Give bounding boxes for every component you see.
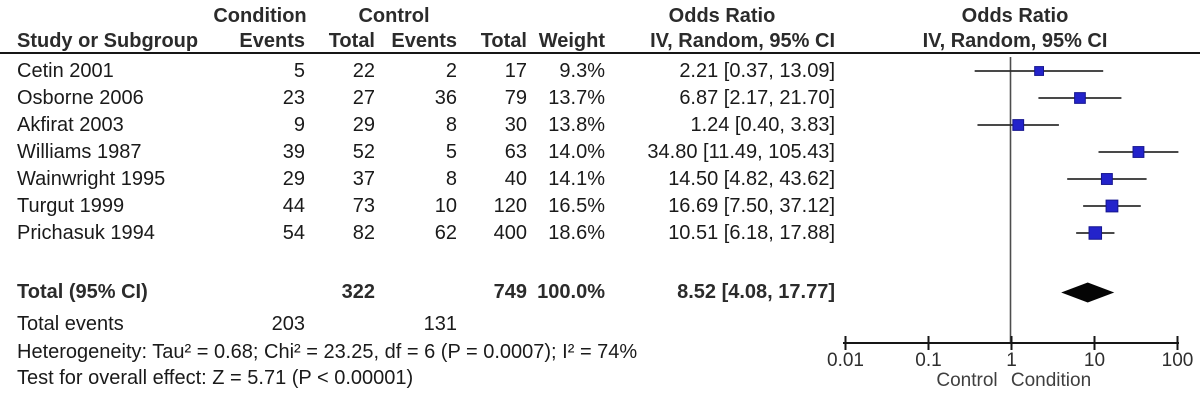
study-name: Prichasuk 1994 (17, 222, 155, 244)
favours-control-label: Control (936, 370, 998, 391)
total-control-total: 749 (493, 281, 527, 303)
control-events-value: 62 (434, 222, 457, 244)
odds-ratio-column-header: Odds Ratio (668, 5, 776, 27)
weight-value: 14.1% (548, 168, 605, 190)
condition-total-value: 37 (352, 168, 375, 190)
axis-tick-label: 0.1 (915, 350, 942, 371)
effect-square (1132, 146, 1145, 158)
condition-total-value: 73 (352, 195, 375, 217)
weight-header: Weight (538, 30, 605, 52)
condition-events-value: 44 (282, 195, 305, 217)
condition-total-value: 22 (352, 60, 375, 82)
condition-events-value: 23 (282, 87, 305, 109)
effect-square (1105, 199, 1119, 213)
study-name: Akfirat 2003 (17, 114, 124, 136)
control-events-value: 36 (434, 87, 457, 109)
odds-ratio-plot-header: Odds Ratio (961, 5, 1069, 27)
condition-events-value: 54 (282, 222, 305, 244)
study-name: Williams 1987 (17, 141, 142, 163)
condition-events-header: Events (239, 30, 305, 52)
control-total-value: 63 (504, 141, 527, 163)
axis-tick-label: 100 (1161, 350, 1194, 371)
summary-diamond (1061, 282, 1115, 303)
effect-square (1088, 226, 1103, 240)
control-total-value: 400 (493, 222, 527, 244)
study-column-header: Study or Subgroup (17, 30, 199, 52)
weight-value: 14.0% (548, 141, 605, 163)
weight-value: 9.3% (559, 60, 605, 82)
total-events-control: 131 (423, 313, 457, 335)
or-ci-value: 16.69 [7.50, 37.12] (668, 195, 835, 217)
condition-total-header: Total (328, 30, 375, 52)
weight-value: 13.7% (548, 87, 605, 109)
condition-total-value: 27 (352, 87, 375, 109)
control-events-value: 10 (434, 195, 457, 217)
condition-total-value: 82 (352, 222, 375, 244)
axis-tick-label: 0.01 (827, 350, 864, 371)
effect-square (1100, 173, 1113, 185)
weight-value: 13.8% (548, 114, 605, 136)
control-total-value: 17 (504, 60, 527, 82)
study-name: Osborne 2006 (17, 87, 144, 109)
header-divider (0, 52, 1200, 54)
or-ci-value: 34.80 [11.49, 105.43] (647, 141, 835, 163)
control-total-header: Total (480, 30, 527, 52)
axis-tick-label: 10 (1083, 350, 1106, 371)
or-ci-column-subheader: IV, Random, 95% CI (650, 30, 835, 52)
or-ci-value: 2.21 [0.37, 13.09] (679, 60, 835, 82)
condition-group-header: Condition (213, 5, 307, 27)
axis-tick-label: 1 (1006, 350, 1017, 371)
overall-effect-stats: Test for overall effect: Z = 5.71 (P < 0… (17, 367, 414, 389)
condition-events-value: 9 (293, 114, 305, 136)
weight-value: 16.5% (548, 195, 605, 217)
study-name: Turgut 1999 (17, 195, 125, 217)
study-name: Wainwright 1995 (17, 168, 166, 190)
control-events-value: 8 (445, 114, 457, 136)
or-ci-value: 1.24 [0.40, 3.83] (690, 114, 835, 136)
control-total-value: 79 (504, 87, 527, 109)
control-total-value: 120 (493, 195, 527, 217)
weight-value: 18.6% (548, 222, 605, 244)
or-ci-value: 10.51 [6.18, 17.88] (668, 222, 835, 244)
or-ci-value: 14.50 [4.82, 43.62] (668, 168, 835, 190)
total-condition-total: 322 (341, 281, 375, 303)
effect-square (1074, 92, 1086, 104)
effect-square (1034, 66, 1045, 76)
control-events-header: Events (391, 30, 457, 52)
favours-condition-label: Condition (1010, 370, 1092, 391)
total-or-ci: 8.52 [4.08, 17.77] (677, 281, 835, 303)
or-ci-value: 6.87 [2.17, 21.70] (679, 87, 835, 109)
study-name: Cetin 2001 (17, 60, 114, 82)
condition-events-value: 29 (282, 168, 305, 190)
condition-total-value: 52 (352, 141, 375, 163)
control-events-value: 2 (445, 60, 457, 82)
total-row-label: Total (95% CI) (17, 281, 148, 303)
condition-total-value: 29 (352, 114, 375, 136)
total-events-label: Total events (17, 313, 124, 335)
condition-events-value: 5 (293, 60, 305, 82)
control-group-header: Control (358, 5, 430, 27)
control-total-value: 30 (504, 114, 527, 136)
total-weight: 100.0% (537, 281, 605, 303)
control-events-value: 5 (445, 141, 457, 163)
control-total-value: 40 (504, 168, 527, 190)
control-events-value: 8 (445, 168, 457, 190)
or-ci-plot-subheader: IV, Random, 95% CI (922, 30, 1108, 52)
heterogeneity-stats: Heterogeneity: Tau² = 0.68; Chi² = 23.25… (17, 341, 638, 363)
total-events-condition: 203 (271, 313, 305, 335)
effect-square (1012, 119, 1025, 131)
condition-events-value: 39 (282, 141, 305, 163)
